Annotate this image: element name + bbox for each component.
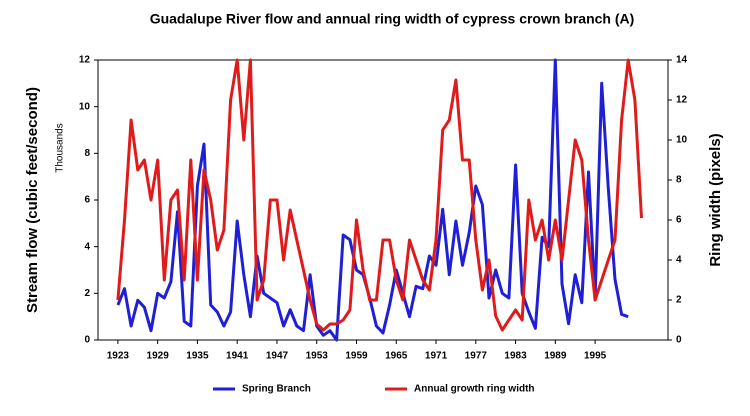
y-tick-label: 8 bbox=[84, 148, 90, 159]
chart-title: Guadalupe River flow and annual ring wid… bbox=[150, 11, 635, 27]
x-tick-label: 1947 bbox=[266, 351, 289, 362]
y-unit-label: Thousands bbox=[55, 123, 66, 172]
x-tick-label: 1941 bbox=[226, 351, 249, 362]
x-tick-label: 1977 bbox=[465, 351, 488, 362]
y-tick-label: 2 bbox=[84, 288, 90, 299]
x-tick-label: 1971 bbox=[425, 351, 448, 362]
data-line bbox=[116, 58, 643, 332]
x-tick-label: 1965 bbox=[385, 351, 408, 362]
y2-tick-label: 14 bbox=[676, 55, 688, 66]
y2-tick-label: 2 bbox=[676, 295, 682, 306]
x-tick-label: 1935 bbox=[186, 351, 209, 362]
x-tick-label: 1953 bbox=[306, 351, 329, 362]
y2-tick-label: 12 bbox=[676, 95, 688, 106]
y2-tick-label: 10 bbox=[676, 135, 688, 146]
y2-axis-label: Ring width (pixels) bbox=[707, 133, 724, 266]
data-line bbox=[116, 58, 629, 342]
legend-label: Annual growth ring width bbox=[414, 384, 535, 395]
y2-tick-label: 6 bbox=[676, 215, 682, 226]
x-tick-label: 1989 bbox=[544, 351, 567, 362]
y-tick-label: 0 bbox=[84, 335, 90, 346]
y-tick-label: 6 bbox=[84, 195, 90, 206]
y-tick-label: 12 bbox=[79, 55, 91, 66]
y2-tick-label: 0 bbox=[676, 335, 682, 346]
y-tick-label: 4 bbox=[84, 241, 90, 252]
x-tick-label: 1995 bbox=[584, 351, 607, 362]
y2-tick-label: 4 bbox=[676, 255, 682, 266]
x-tick-label: 1959 bbox=[345, 351, 368, 362]
x-tick-label: 1929 bbox=[147, 351, 170, 362]
y2-tick-label: 8 bbox=[676, 175, 682, 186]
x-tick-label: 1983 bbox=[504, 351, 527, 362]
y-axis-label: Stream flow (cubic feet/second) bbox=[24, 87, 41, 313]
x-tick-label: 1923 bbox=[107, 351, 130, 362]
y-tick-label: 10 bbox=[79, 101, 91, 112]
legend-label: Spring Branch bbox=[242, 384, 311, 395]
